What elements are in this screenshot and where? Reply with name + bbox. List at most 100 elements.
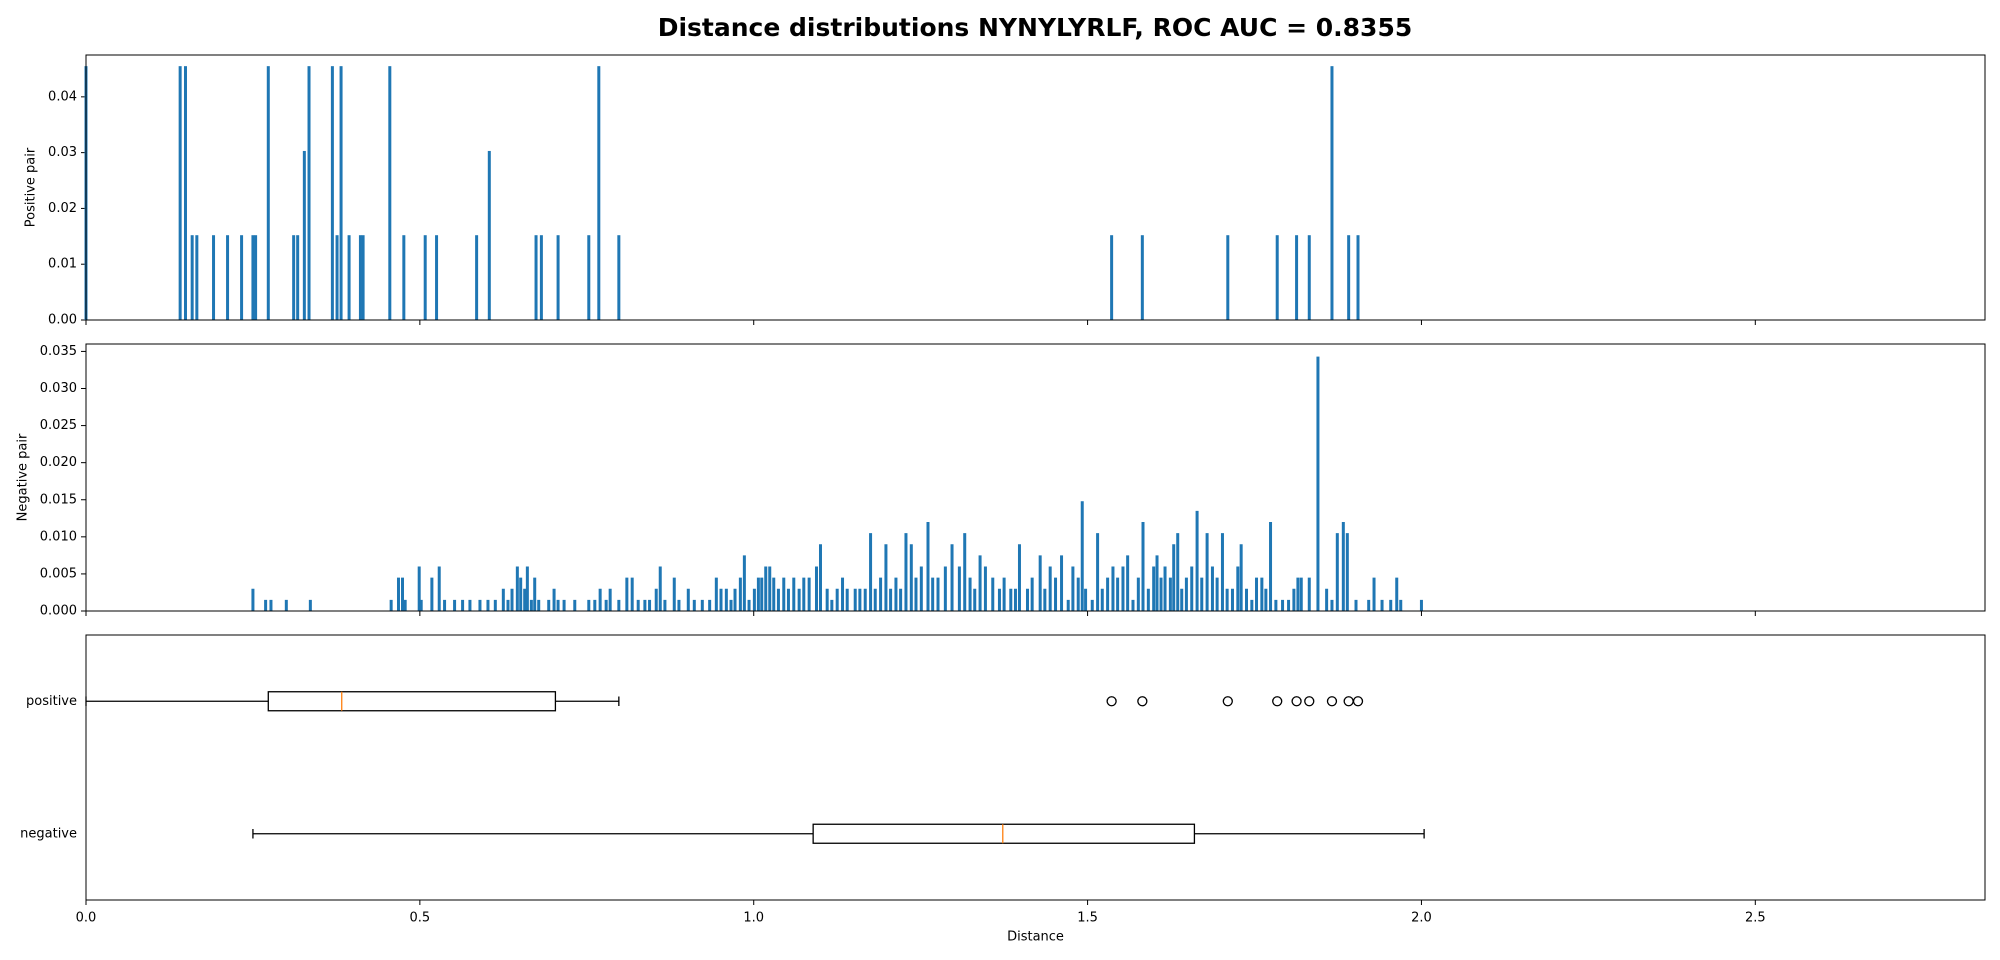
bar — [1210, 566, 1214, 611]
bar — [529, 599, 533, 611]
y-axis-label: Negative pair — [16, 433, 31, 521]
bar — [307, 66, 311, 320]
bar — [884, 544, 888, 611]
bar — [547, 599, 551, 611]
bar — [1341, 522, 1345, 611]
bar — [654, 588, 658, 611]
bar — [904, 533, 908, 611]
bar — [818, 544, 822, 611]
bar — [863, 588, 867, 611]
bar — [672, 577, 676, 611]
bar — [1141, 522, 1145, 611]
bar — [1281, 599, 1285, 611]
flier — [1343, 696, 1354, 707]
bar — [453, 599, 457, 611]
bar — [1200, 577, 1204, 611]
x-tick-label: 2.0 — [1411, 911, 1432, 926]
bar — [178, 66, 182, 320]
bar — [1399, 599, 1403, 611]
y-tick-label: 0.04 — [48, 89, 77, 104]
bar — [919, 566, 923, 611]
bar — [587, 235, 591, 320]
bar — [807, 577, 811, 611]
y-axis-label: Positive pair — [24, 147, 39, 227]
bar — [1054, 577, 1058, 611]
x-tick-label: 1.5 — [1077, 911, 1098, 926]
bar — [430, 577, 434, 611]
bar — [782, 577, 786, 611]
bar — [1076, 577, 1080, 611]
bar — [1395, 577, 1399, 611]
bar — [936, 577, 940, 611]
bar — [339, 66, 343, 320]
bar — [539, 235, 543, 320]
bar — [1292, 588, 1296, 611]
bar — [1038, 555, 1042, 611]
bar — [533, 577, 537, 611]
bar — [534, 235, 538, 320]
bar — [889, 588, 893, 611]
bar — [1146, 588, 1150, 611]
x-tick-label: 0.5 — [410, 911, 431, 926]
bar — [617, 235, 621, 320]
bar — [1307, 235, 1311, 320]
bar — [254, 235, 258, 320]
bar — [552, 588, 556, 611]
flier — [1304, 696, 1315, 707]
bar — [435, 235, 439, 320]
bar — [417, 566, 421, 611]
bar — [914, 577, 918, 611]
bar — [519, 577, 523, 611]
bar — [677, 599, 681, 611]
bar — [869, 533, 873, 611]
bar — [692, 599, 696, 611]
bar — [1126, 555, 1130, 611]
bar — [1295, 235, 1299, 320]
bar — [1172, 544, 1176, 611]
bar — [747, 599, 751, 611]
flier — [1326, 696, 1338, 707]
bar — [1225, 588, 1229, 611]
bar — [835, 588, 839, 611]
bar — [1287, 599, 1291, 611]
category-label: negative — [20, 826, 77, 841]
bar — [1325, 588, 1329, 611]
bar — [486, 599, 490, 611]
bar — [1152, 566, 1156, 611]
bar — [1030, 577, 1034, 611]
bar — [997, 588, 1001, 611]
bar — [506, 599, 510, 611]
bar — [742, 555, 746, 611]
bar — [515, 566, 519, 611]
bar — [752, 588, 756, 611]
bar — [1002, 577, 1006, 611]
bar — [760, 577, 764, 611]
axes-frame — [85, 343, 1986, 612]
bar — [802, 577, 806, 611]
bar — [926, 522, 930, 611]
bar — [1106, 577, 1110, 611]
bar — [1354, 599, 1358, 611]
bar — [1140, 235, 1144, 320]
box — [812, 823, 1196, 844]
bar — [968, 577, 972, 611]
y-tick-label: 0.00 — [48, 313, 77, 328]
bar — [768, 566, 772, 611]
bar — [663, 599, 667, 611]
bar — [1335, 533, 1339, 611]
flier — [1352, 696, 1364, 707]
bar — [1131, 599, 1135, 611]
bar — [950, 544, 954, 611]
bar — [501, 588, 505, 611]
bar — [1184, 577, 1188, 611]
bar — [1239, 544, 1243, 611]
y-tick-label: 0.020 — [40, 455, 77, 470]
bar — [729, 599, 733, 611]
y-tick-label: 0.000 — [40, 604, 77, 619]
bar — [1215, 577, 1219, 611]
bar — [212, 235, 216, 320]
bar — [308, 599, 312, 611]
bar — [403, 599, 407, 611]
bar — [724, 588, 728, 611]
bar — [1195, 510, 1199, 611]
